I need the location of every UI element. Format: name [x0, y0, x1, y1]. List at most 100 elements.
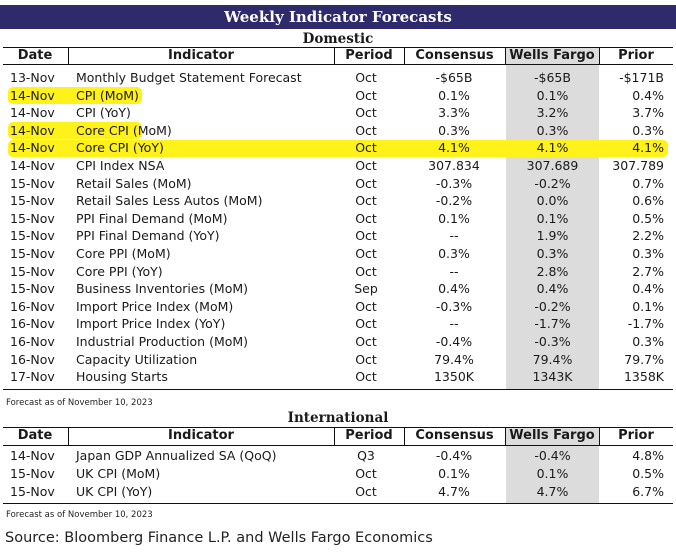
table-row: 15-Nov UK CPI (MoM) Oct 0.1% 0.1% 0.5%: [0, 465, 676, 483]
cell-consensus: 0.3%: [438, 246, 470, 261]
domestic-table-bottom-rule: [3, 389, 673, 390]
header-divider: [334, 47, 335, 64]
cell-indicator: UK CPI (YoY): [76, 484, 153, 500]
cell-period: Q3: [357, 448, 375, 463]
table-row: 13-Nov Monthly Budget Statement Forecast O…: [0, 69, 676, 87]
cell-consensus: 4.7%: [438, 484, 470, 500]
cell-indicator: Core PPI (MoM): [76, 246, 171, 261]
column-header-prior: Prior: [618, 428, 654, 443]
cell-consensus: 0.1%: [438, 87, 470, 103]
table-row: 17-Nov Housing Starts Oct 1350K 1343K 1358K: [0, 368, 676, 386]
cell-period: Oct: [355, 334, 377, 349]
domestic-section-title: Domestic: [302, 31, 374, 47]
cell-prior: 0.7%: [632, 175, 664, 191]
table-row: 16-Nov Industrial Production (MoM) Oct -0.4…: [0, 333, 676, 351]
cell-indicator: PPI Final Demand (MoM): [76, 210, 228, 226]
cell-consensus: -$65B: [435, 70, 473, 85]
cell-period: Oct: [355, 105, 377, 121]
column-header-consensus: Consensus: [415, 428, 494, 443]
table-row: 14-Nov Core CPI (YoY) Oct 4.1% 4.1% 4.1%: [0, 139, 676, 157]
table-row: 14-Nov CPI (YoY) Oct 3.3% 3.2% 3.7%: [0, 104, 676, 122]
column-header-date: Date: [17, 428, 53, 443]
cell-indicator: CPI (YoY): [76, 105, 131, 121]
header-divider: [599, 427, 600, 445]
highlight-marker: [8, 139, 668, 157]
cell-date: 17-Nov: [10, 369, 55, 385]
table-row: 15-Nov Core PPI (MoM) Oct 0.3% 0.3% 0.3%: [0, 245, 676, 263]
cell-period: Oct: [355, 369, 377, 385]
header-divider: [334, 427, 335, 445]
cell-consensus: 0.1%: [438, 210, 470, 226]
cell-indicator: Japan GDP Annualized SA (QoQ): [76, 448, 277, 463]
cell-indicator: Core CPI (MoM): [76, 122, 172, 138]
domestic-forecast-note: Forecast as of November 10, 2023: [6, 398, 153, 408]
cell-indicator: Retail Sales Less Autos (MoM): [76, 193, 263, 209]
table-row: 14-Nov Core CPI (MoM) Oct 0.3% 0.3% 0.3%: [0, 122, 676, 140]
cell-wells-fargo: 0.1%: [536, 466, 569, 482]
cell-date: 15-Nov: [10, 281, 55, 297]
cell-period: Oct: [355, 122, 377, 138]
international-header-bottom-rule: [3, 445, 673, 446]
cell-consensus: -0.2%: [435, 193, 473, 209]
cell-indicator: PPI Final Demand (YoY): [76, 228, 220, 244]
domestic-header-top-rule: [3, 47, 673, 48]
source-line: Source: Bloomberg Finance L.P. and Wells…: [5, 530, 433, 546]
cell-period: Oct: [355, 87, 377, 103]
cell-prior: 4.1%: [632, 140, 664, 156]
cell-prior: 0.3%: [632, 122, 664, 138]
cell-date: 14-Nov: [10, 122, 55, 138]
cell-date: 13-Nov: [10, 70, 55, 85]
column-header-indicator: Indicator: [168, 428, 234, 443]
cell-prior: 3.7%: [632, 105, 664, 121]
wells-fargo-column-shade: [506, 47, 599, 389]
cell-date: 15-Nov: [10, 228, 55, 244]
cell-indicator: Import Price Index (YoY): [76, 316, 226, 332]
cell-wells-fargo: -0.4%: [534, 448, 571, 463]
cell-period: Oct: [355, 246, 377, 261]
cell-prior: -1.7%: [627, 316, 664, 332]
column-header-prior: Prior: [618, 48, 654, 63]
cell-prior: 6.7%: [632, 484, 664, 500]
cell-date: 15-Nov: [10, 210, 55, 226]
international-header-top-rule: [3, 427, 673, 428]
cell-indicator: CPI Index NSA: [76, 158, 165, 173]
table-row: 15-Nov Core PPI (YoY) Oct -- 2.8% 2.7%: [0, 263, 676, 281]
cell-period: Oct: [355, 140, 377, 156]
cell-period: Oct: [355, 70, 377, 85]
cell-date: 15-Nov: [10, 246, 55, 261]
cell-indicator: Industrial Production (MoM): [76, 334, 249, 349]
column-header-wells-fargo: Wells Fargo: [509, 48, 595, 63]
cell-consensus: -0.4%: [435, 448, 473, 463]
cell-date: 15-Nov: [10, 466, 55, 482]
cell-period: Oct: [355, 351, 377, 367]
cell-consensus: --: [449, 263, 459, 279]
cell-prior: 2.7%: [632, 263, 664, 279]
cell-consensus: 3.3%: [438, 105, 470, 121]
cell-wells-fargo: 2.8%: [536, 263, 569, 279]
cell-indicator: Core PPI (YoY): [76, 263, 163, 279]
cell-consensus: 0.3%: [438, 122, 470, 138]
column-header-period: Period: [345, 428, 393, 443]
cell-wells-fargo: 0.3%: [536, 246, 569, 261]
cell-period: Oct: [355, 228, 377, 244]
column-header-period: Period: [345, 48, 393, 63]
cell-consensus: 0.4%: [438, 281, 470, 297]
cell-wells-fargo: 3.2%: [536, 105, 569, 121]
cell-date: 15-Nov: [10, 484, 55, 500]
cell-prior: 0.5%: [632, 466, 664, 482]
table-row: 15-Nov PPI Final Demand (MoM) Oct 0.1% 0.1% 0…: [0, 210, 676, 228]
cell-consensus: 1350K: [433, 369, 474, 385]
cell-date: 16-Nov: [10, 334, 55, 349]
cell-date: 16-Nov: [10, 351, 55, 367]
cell-period: Oct: [355, 298, 377, 314]
cell-consensus: 4.1%: [438, 140, 470, 156]
wells-fargo-column-shade: [506, 427, 599, 503]
cell-prior: 0.4%: [632, 281, 664, 297]
cell-wells-fargo: -0.2%: [534, 175, 571, 191]
column-header-wells-fargo: Wells Fargo: [509, 428, 595, 443]
cell-wells-fargo: 0.1%: [536, 87, 569, 103]
cell-period: Oct: [355, 158, 377, 173]
cell-consensus: 79.4%: [434, 351, 474, 367]
international-section-title: International: [287, 410, 389, 426]
cell-prior: 0.6%: [632, 193, 664, 209]
